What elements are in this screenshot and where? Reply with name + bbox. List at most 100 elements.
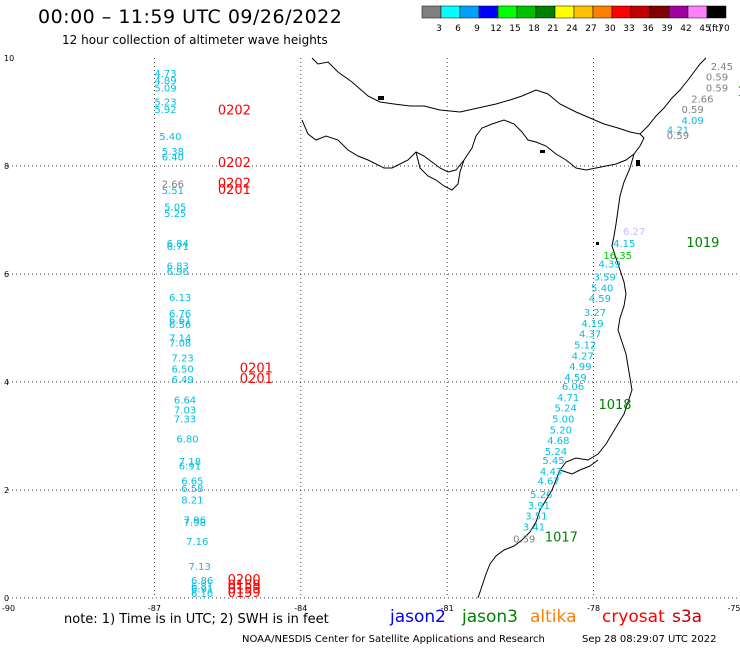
coastline-azuero bbox=[415, 151, 465, 191]
wave-height-label: 5.09 bbox=[154, 83, 176, 94]
wave-height-label: 6.56 bbox=[169, 320, 191, 331]
wave-height-label: 5.20 bbox=[550, 425, 572, 436]
wave-height-label: 4.67 bbox=[537, 477, 559, 488]
wave-height-label: 6.81 bbox=[191, 581, 213, 592]
time-label: 0202 bbox=[218, 104, 251, 119]
satellite-s3a-label: s3a bbox=[672, 607, 703, 627]
legend-swatch bbox=[516, 5, 537, 19]
time-label: 0201 bbox=[240, 372, 273, 387]
wave-height-label: 6.61 bbox=[169, 316, 191, 327]
wave-height-label: 4.89 bbox=[154, 76, 176, 87]
legend-label: 42 bbox=[680, 24, 691, 34]
x-tick-label: -81 bbox=[441, 604, 454, 613]
wave-height-label: 2.45 bbox=[711, 62, 733, 73]
color-legend: 3 6 9 12 15 18 21 24 27 30 33 36 39 42 45 70(ft) bbox=[421, 5, 730, 34]
legend-swatch bbox=[554, 5, 575, 19]
wave-height-label: 0.59 bbox=[513, 534, 535, 545]
legend-swatch bbox=[706, 5, 727, 19]
legend-swatch bbox=[497, 5, 518, 19]
wave-height-label: 6.84 bbox=[167, 239, 189, 250]
legend-swatch bbox=[611, 5, 632, 19]
wave-height-label: 7.14 bbox=[169, 334, 191, 345]
legend-swatch bbox=[459, 5, 480, 19]
wave-height-label: 7.03 bbox=[174, 405, 196, 416]
wave-height-label: 5.45 bbox=[542, 456, 564, 467]
time-label: 0201 bbox=[218, 183, 251, 198]
time-label: 0202 bbox=[218, 156, 251, 171]
wave-height-label: 3.91 bbox=[528, 501, 550, 512]
legend-swatch bbox=[592, 5, 613, 19]
wave-height-label: 6.06 bbox=[562, 382, 584, 393]
wave-height-label: 4.19 bbox=[581, 319, 603, 330]
wave-height-label: 6.80 bbox=[176, 434, 198, 445]
coastline-tumaco bbox=[559, 459, 599, 475]
wave-height-label: 5.51 bbox=[162, 186, 184, 197]
wave-height-label: 7.18 bbox=[179, 457, 201, 468]
legend-label: 6 bbox=[455, 24, 461, 34]
map-grid bbox=[8, 58, 740, 599]
legend-label: 27 bbox=[585, 24, 596, 34]
legend-label: 3 bbox=[436, 24, 442, 34]
wave-height-label: 6.58 bbox=[181, 484, 203, 495]
wave-height-label: 5.92 bbox=[154, 105, 176, 116]
x-tick-label: -87 bbox=[148, 604, 161, 613]
wave-height-label: 6.91 bbox=[179, 461, 201, 472]
satellite-cryosat-label: cryosat bbox=[602, 607, 665, 627]
wave-height-label: 6.83 bbox=[167, 262, 189, 273]
wave-height-label: 4.99 bbox=[569, 362, 591, 373]
coastline-colombia bbox=[477, 153, 635, 599]
legend-label: 24 bbox=[566, 24, 578, 34]
islands bbox=[378, 96, 640, 245]
legend-label: 70 bbox=[718, 24, 730, 34]
wave-height-label: 7.08 bbox=[169, 338, 191, 349]
wave-height-label: 0.59 bbox=[681, 105, 703, 116]
x-tick-label: -90 bbox=[2, 604, 15, 613]
wave-height-label: 0.59 bbox=[706, 73, 728, 84]
wave-height-label: 2.66 bbox=[691, 94, 713, 105]
wave-height-label: 2.66 bbox=[162, 180, 184, 191]
wave-height-label: 4.71 bbox=[557, 393, 579, 404]
wave-height-label: 6.13 bbox=[169, 293, 191, 304]
wave-height-label: 6.40 bbox=[162, 153, 184, 164]
wave-height-label: 5.12 bbox=[574, 341, 596, 352]
wave-height-label: 6.71 bbox=[167, 242, 189, 253]
y-tick-label: 8 bbox=[4, 162, 9, 171]
wave-height-label: 5.05 bbox=[164, 202, 186, 213]
legend-label: 30 bbox=[604, 24, 616, 34]
wave-height-label: 6.27 bbox=[623, 227, 645, 238]
wave-height-label: 6.86 bbox=[191, 576, 213, 587]
wave-height-label: 4.59 bbox=[589, 294, 611, 305]
x-tick-label: -78 bbox=[587, 604, 600, 613]
wave-height-labels: 4.734.895.095.235.925.405.386.402.665.51… bbox=[154, 62, 740, 601]
time-label: 0201 bbox=[240, 361, 273, 376]
legend-label: 18 bbox=[528, 24, 540, 34]
time-label: 0159 bbox=[228, 586, 261, 601]
wave-height-label: 4.59 bbox=[564, 373, 586, 384]
wave-height-label: 3.27 bbox=[584, 308, 606, 319]
wave-height-label: 7.96 bbox=[184, 515, 206, 526]
wave-height-label: 3.59 bbox=[594, 272, 616, 283]
wave-height-label: 5.40 bbox=[591, 283, 613, 294]
wave-height-label: 7.23 bbox=[171, 353, 193, 364]
chart-subtitle: 12 hour collection of altimeter wave hei… bbox=[62, 33, 328, 47]
wave-height-label: 6.49 bbox=[171, 375, 193, 386]
satellite-altika-label: altika bbox=[530, 607, 577, 627]
legend-swatch bbox=[649, 5, 670, 19]
coastline bbox=[301, 57, 707, 599]
wave-height-label: 4.37 bbox=[579, 330, 601, 341]
wave-height-label: 5.24 bbox=[555, 404, 577, 415]
legend-label: 21 bbox=[547, 24, 558, 34]
wave-height-label: 4.68 bbox=[547, 436, 569, 447]
time-label-green: 1018 bbox=[598, 398, 631, 413]
wave-height-label: 6.65 bbox=[181, 477, 203, 488]
wave-height-label: 0.59 bbox=[667, 131, 689, 142]
wave-height-label: 4.21 bbox=[667, 126, 689, 137]
legend-label: 9 bbox=[474, 24, 480, 34]
coastline-panama-north bbox=[311, 57, 707, 135]
legend-label: 45 bbox=[699, 24, 710, 34]
legend-swatch bbox=[573, 5, 594, 19]
wave-height-label: 5.40 bbox=[159, 132, 181, 143]
y-tick-label: 4 bbox=[4, 378, 9, 387]
wave-height-label: 5.00 bbox=[552, 415, 574, 426]
